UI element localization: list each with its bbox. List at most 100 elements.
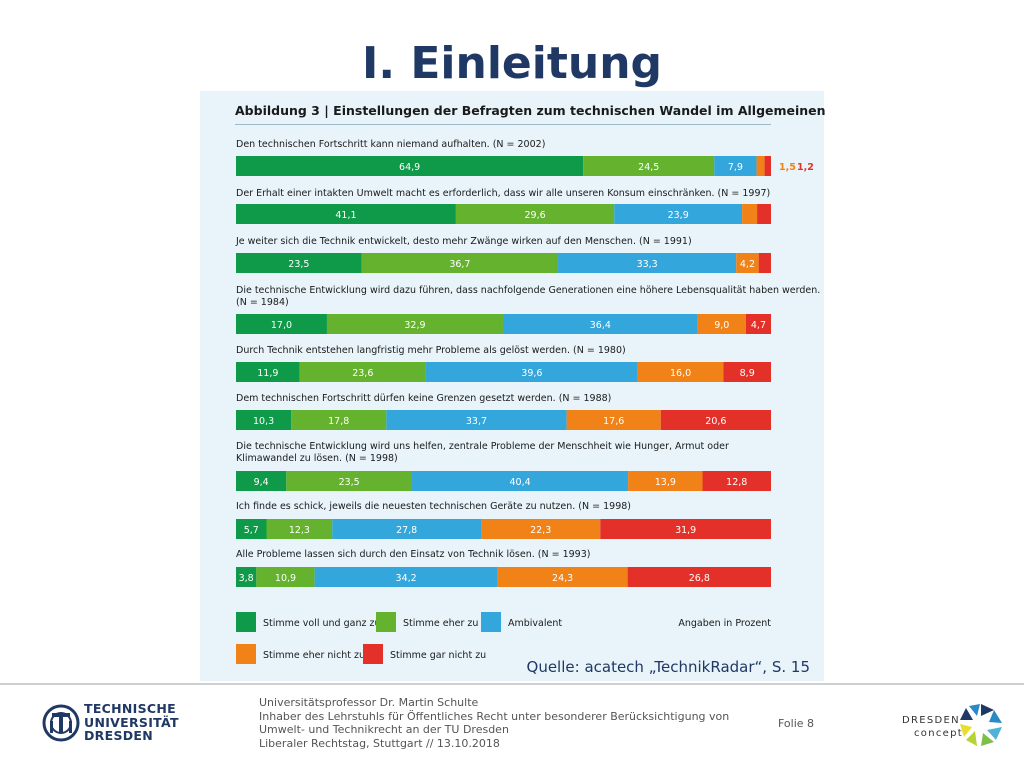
data-label: 9,0: [714, 320, 729, 331]
legend-label: Stimme eher nicht zu: [263, 650, 365, 661]
bar-segment: [236, 156, 584, 176]
data-label: 17,0: [271, 320, 292, 331]
legend-swatch: [236, 644, 256, 664]
data-label: 23,5: [339, 477, 360, 488]
bar-segment: [266, 519, 333, 539]
legend-label: Ambivalent: [508, 618, 562, 629]
data-label: 29,6: [524, 210, 545, 221]
bar-segment: [757, 204, 771, 224]
data-label: 13,9: [655, 477, 676, 488]
bar-segment: [314, 567, 498, 587]
bar-segment: [660, 410, 771, 430]
presenter-role-line1: Inhaber des Lehrstuhls für Öffentliches …: [259, 709, 730, 723]
bar-segment: [332, 519, 482, 539]
data-label: 33,3: [637, 259, 658, 270]
data-label: 36,4: [590, 320, 611, 331]
data-label: 8,9: [740, 368, 755, 379]
data-label: 1,2: [797, 162, 814, 173]
caption-divider: [235, 124, 771, 125]
bar-segment: [758, 253, 771, 273]
data-label: 26,8: [689, 573, 710, 584]
data-label: 22,3: [530, 525, 551, 536]
data-label: 64,9: [399, 162, 420, 173]
bar-segment: [236, 314, 327, 334]
bar-segment: [425, 362, 638, 382]
bar-segment: [566, 410, 661, 430]
data-label: 1,5: [779, 162, 796, 173]
bar-segment: [236, 519, 267, 539]
data-label: 4,2: [740, 259, 755, 270]
bar-segment: [600, 519, 771, 539]
data-label: 32,9: [404, 320, 425, 331]
data-label: 24,5: [638, 162, 659, 173]
data-label: 24,3: [552, 573, 573, 584]
data-label: 11,9: [257, 368, 278, 379]
bar-segment: [326, 314, 503, 334]
data-label: 23,5: [288, 259, 309, 270]
data-label: 16,0: [670, 368, 691, 379]
presenter-name: Universitätsprofessor Dr. Martin Schulte: [259, 696, 479, 709]
data-label: 17,6: [603, 416, 624, 427]
bar-segment: [291, 410, 387, 430]
data-label: 12,3: [289, 525, 310, 536]
bar-segment: [723, 362, 771, 382]
bar-segment: [236, 471, 287, 491]
bar-segment: [286, 471, 413, 491]
presenter-info: Universitätsprofessor Dr. Martin Schulte…: [259, 696, 729, 750]
question-label: (N = 1984): [236, 297, 289, 308]
data-label: 4,7: [751, 320, 766, 331]
data-label: 3,8: [239, 573, 254, 584]
bar-segment: [628, 471, 703, 491]
chart-title: Abbildung 3 | Einstellungen der Befragte…: [235, 103, 826, 118]
data-label: 12,8: [726, 477, 747, 488]
bar-segment: [764, 156, 771, 176]
data-label: 31,9: [675, 525, 696, 536]
chart-figure: Den technischen Fortschritt kann niemand…: [200, 91, 826, 681]
question-label: Je weiter sich die Technik entwickelt, d…: [235, 236, 692, 247]
bar-segment: [702, 471, 771, 491]
data-label: 33,7: [466, 416, 487, 427]
bar-segment: [756, 156, 765, 176]
bar-segment: [745, 314, 771, 334]
tu-dresden-logo: TECHNISCHE UNIVERSITÄT DRESDEN: [42, 702, 182, 746]
slide-title: I. Einleitung: [361, 38, 663, 89]
dresden-concept-wordmark: DRESDEN concept: [902, 715, 963, 739]
bar-segment: [481, 519, 601, 539]
bar-segment: [386, 410, 567, 430]
data-label: 23,9: [668, 210, 689, 221]
bar-segment: [236, 567, 257, 587]
legend-swatch: [363, 644, 383, 664]
question-label: Die technische Entwicklung wird uns helf…: [236, 441, 729, 452]
bar-segment: [583, 156, 715, 176]
data-label: 10,3: [253, 416, 274, 427]
bar-segment: [714, 156, 757, 176]
legend-swatch: [376, 612, 396, 632]
data-label: 27,8: [396, 525, 417, 536]
unit-note: Angaben in Prozent: [678, 618, 771, 629]
bar-segment: [236, 253, 362, 273]
data-label: 34,2: [396, 573, 417, 584]
legend-label: Stimme voll und ganz zu: [263, 618, 380, 629]
data-label: 23,6: [352, 368, 373, 379]
data-label: 20,6: [705, 416, 726, 427]
data-label: 7,9: [728, 162, 743, 173]
footer-divider: [0, 683, 1024, 685]
dresden-concept-emblem-icon: [960, 704, 1002, 746]
legend-label: Stimme eher zu: [403, 618, 478, 629]
data-label: 17,8: [328, 416, 349, 427]
data-label: 5,7: [244, 525, 259, 536]
data-label: 40,4: [510, 477, 531, 488]
question-label: Klimawandel zu lösen. (N = 1998): [236, 453, 398, 464]
bar-segment: [558, 253, 737, 273]
question-label: Der Erhalt einer intakten Umwelt macht e…: [236, 188, 770, 199]
bar-segment: [742, 204, 758, 224]
bar-segment: [697, 314, 746, 334]
bar-segment: [236, 362, 300, 382]
bar-segment: [455, 204, 615, 224]
dresden-concept-logo: DRESDEN concept: [902, 700, 1006, 750]
question-label: Den technischen Fortschritt kann niemand…: [236, 139, 545, 150]
question-label: Durch Technik entstehen langfristig mehr…: [236, 345, 626, 356]
bar-segment: [361, 253, 559, 273]
bar-segment: [502, 314, 698, 334]
source-citation: Quelle: acatech „TechnikRadar“, S. 15: [526, 658, 810, 676]
